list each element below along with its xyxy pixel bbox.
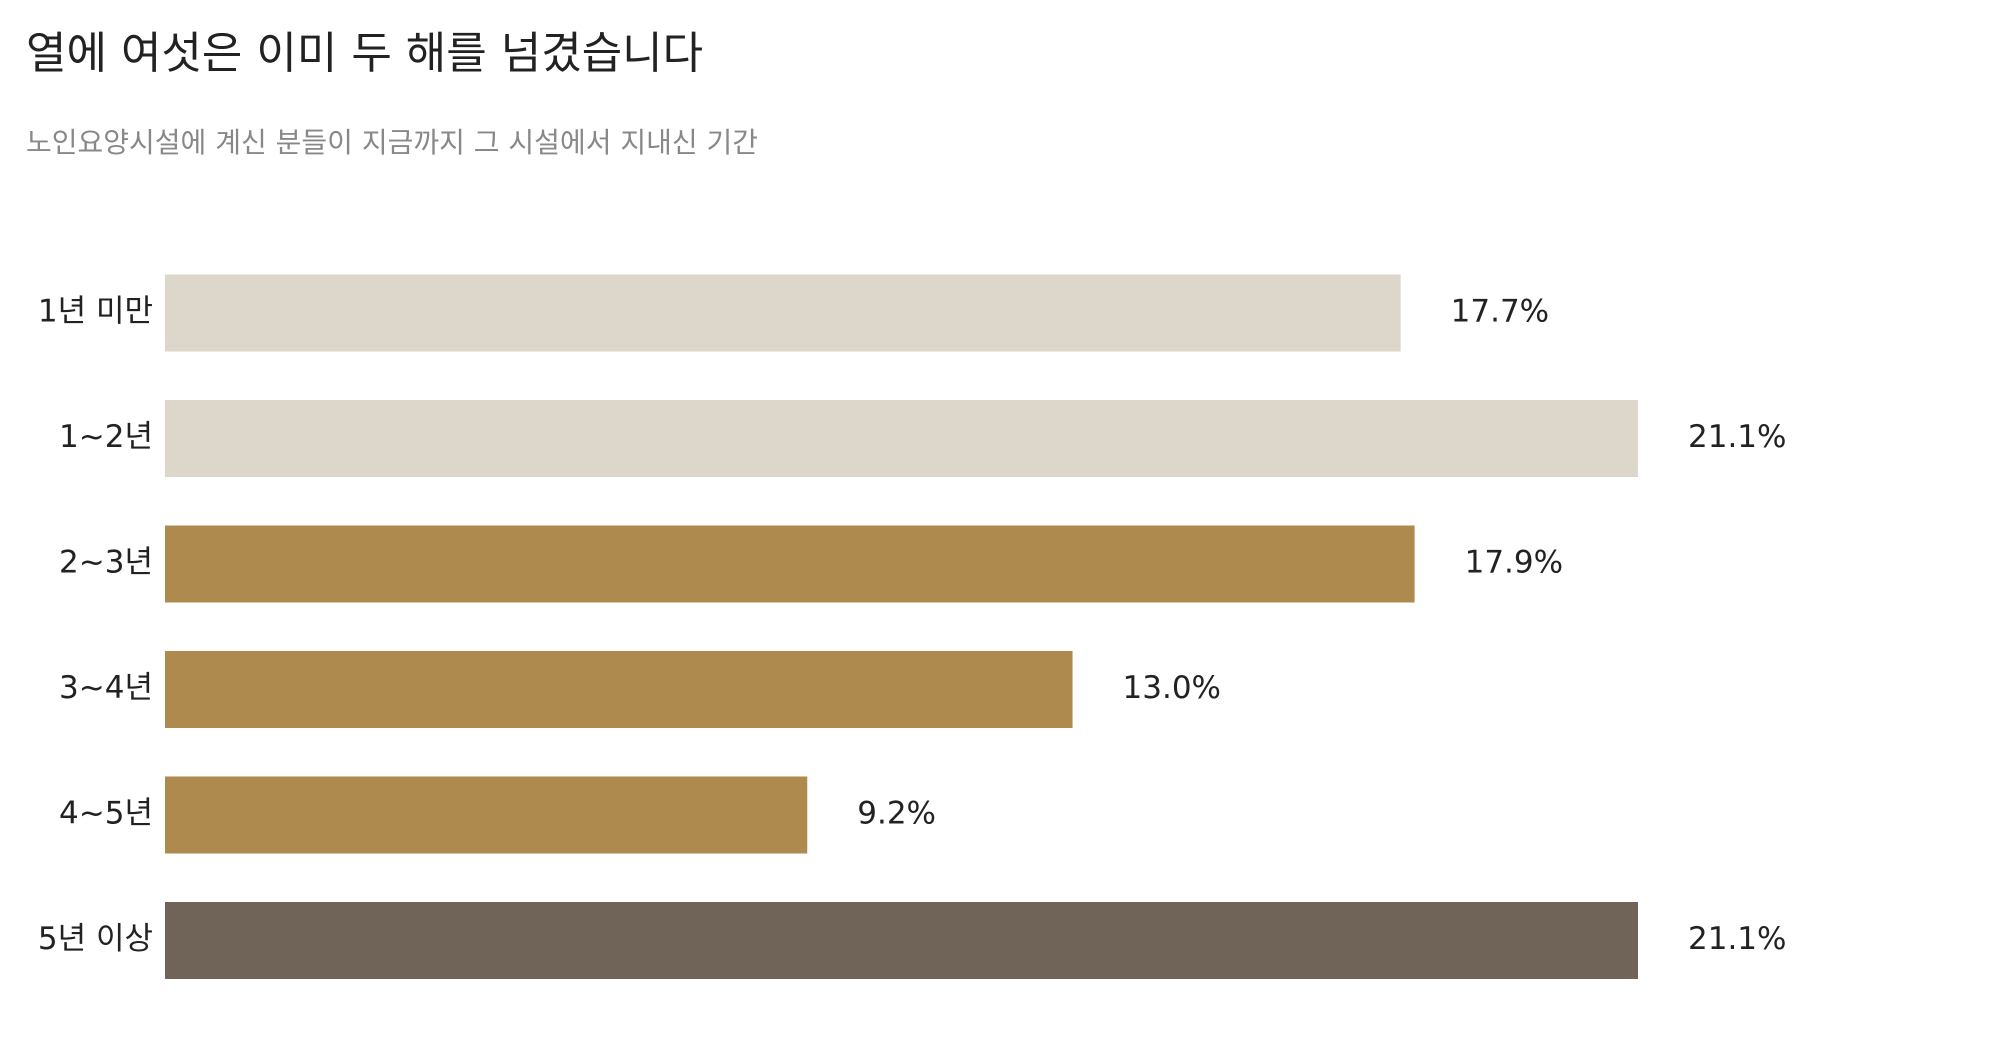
- bar: [165, 400, 1638, 477]
- y-tick-label: 1년 미만: [38, 294, 153, 330]
- value-label: 13.0%: [1123, 670, 1221, 706]
- value-label: 21.1%: [1688, 921, 1786, 957]
- bar: [165, 902, 1638, 979]
- chart-subtitle: 노인요양시설에 계신 분들이 지금까지 그 시설에서 지내신 기간: [26, 126, 758, 159]
- y-tick-label: 5년 이상: [38, 921, 153, 957]
- value-label: 17.9%: [1465, 545, 1563, 581]
- y-tick-label: 1~2년: [59, 419, 153, 455]
- chart-title: 열에 여섯은 이미 두 해를 넘겼습니다: [26, 28, 703, 79]
- value-label: 17.7%: [1451, 294, 1549, 330]
- bar: [165, 651, 1073, 728]
- bar: [165, 776, 808, 854]
- bar: [165, 525, 1415, 603]
- y-tick-label: 2~3년: [59, 545, 153, 581]
- y-tick-label: 4~5년: [59, 796, 153, 832]
- bar: [165, 274, 1401, 352]
- value-label: 21.1%: [1688, 419, 1786, 455]
- y-tick-label: 3~4년: [59, 670, 153, 706]
- value-label: 9.2%: [857, 796, 936, 832]
